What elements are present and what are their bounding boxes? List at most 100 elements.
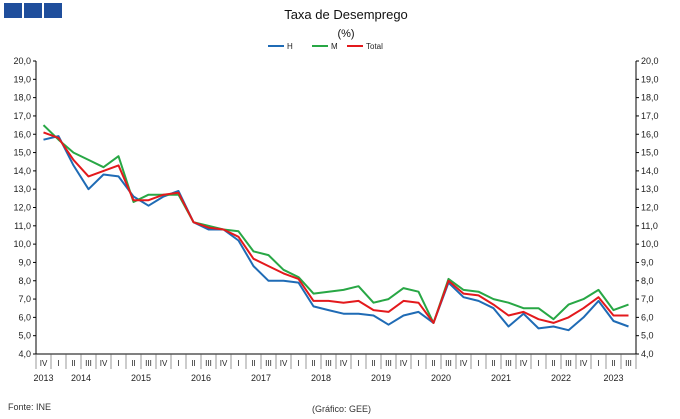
quarter-label: I <box>177 359 179 368</box>
brand-logo-block <box>24 3 42 18</box>
y-tick-label-right: 20,0 <box>641 56 659 66</box>
year-label: 2019 <box>371 373 391 383</box>
y-tick-label-left: 18,0 <box>13 93 31 103</box>
quarter-label: I <box>117 359 119 368</box>
quarter-label: II <box>131 359 135 368</box>
quarter-label: I <box>297 359 299 368</box>
y-tick-label-left: 20,0 <box>13 56 31 66</box>
quarter-label: II <box>251 359 255 368</box>
y-tick-label-left: 16,0 <box>13 129 31 139</box>
brand-logo-block <box>44 3 62 18</box>
quarter-label: III <box>205 359 212 368</box>
quarter-label: IV <box>520 359 528 368</box>
quarter-label: III <box>625 359 632 368</box>
quarter-label: III <box>445 359 452 368</box>
quarter-label: III <box>325 359 332 368</box>
y-tick-label-left: 10,0 <box>13 239 31 249</box>
y-tick-label-left: 6,0 <box>18 312 31 322</box>
y-tick-label-left: 14,0 <box>13 166 31 176</box>
year-label: 2023 <box>603 373 623 383</box>
y-tick-label-right: 4,0 <box>641 349 654 359</box>
quarter-label: I <box>237 359 239 368</box>
year-label: 2021 <box>491 373 511 383</box>
y-tick-label-right: 10,0 <box>641 239 659 249</box>
y-tick-label-left: 11,0 <box>14 221 31 231</box>
quarter-label: II <box>371 359 375 368</box>
quarter-label: IV <box>280 359 288 368</box>
y-tick-label-left: 5,0 <box>18 331 31 341</box>
year-label: 2017 <box>251 373 271 383</box>
quarter-label: II <box>431 359 435 368</box>
chart-series <box>42 124 629 332</box>
series-line-total <box>43 131 629 324</box>
y-tick-label-right: 13,0 <box>641 184 659 194</box>
quarter-label: II <box>191 359 195 368</box>
quarter-label: IV <box>160 359 168 368</box>
quarter-label: III <box>385 359 392 368</box>
quarter-label: IV <box>220 359 228 368</box>
year-label: 2018 <box>311 373 331 383</box>
y-tick-label-left: 19,0 <box>13 74 31 84</box>
chart-subtitle: (%) <box>337 28 354 40</box>
chart-axes: 4,0 4,0 5,0 5,0 6,0 6,0 7,0 7,0 8,0 8,0 9,0 9,0 10,0… <box>13 56 658 359</box>
legend-label-total: Total <box>366 42 383 51</box>
year-label: 2014 <box>71 373 91 383</box>
y-tick-label-right: 8,0 <box>641 276 654 286</box>
year-label: 2022 <box>551 373 571 383</box>
quarter-label: I <box>537 359 539 368</box>
quarter-label: IV <box>100 359 108 368</box>
year-label: 2015 <box>131 373 151 383</box>
quarter-label: II <box>71 359 75 368</box>
chart-title: Taxa de Desemprego <box>284 7 408 22</box>
chart-credit: (Gráfico: GEE) <box>312 404 372 414</box>
quarter-label: IV <box>340 359 348 368</box>
quarter-label: III <box>565 359 572 368</box>
quarter-label: III <box>85 359 92 368</box>
quarter-label: I <box>597 359 599 368</box>
quarter-label: I <box>57 359 59 368</box>
y-tick-label-left: 8,0 <box>18 276 31 286</box>
quarter-label: I <box>477 359 479 368</box>
y-tick-label-left: 13,0 <box>13 184 31 194</box>
y-tick-label-right: 15,0 <box>641 148 659 158</box>
y-tick-label-left: 7,0 <box>18 294 31 304</box>
y-tick-label-right: 6,0 <box>641 312 654 322</box>
y-tick-label-right: 12,0 <box>641 203 659 213</box>
y-tick-label-right: 9,0 <box>641 257 654 267</box>
source-note: Fonte: INE <box>8 402 52 412</box>
quarter-label: I <box>357 359 359 368</box>
y-tick-label-right: 11,0 <box>641 221 658 231</box>
y-tick-label-right: 18,0 <box>641 93 659 103</box>
y-tick-label-right: 5,0 <box>641 331 654 341</box>
y-tick-label-right: 19,0 <box>641 74 659 84</box>
quarter-label: III <box>505 359 512 368</box>
brand-logo-block <box>4 3 22 18</box>
quarter-label: II <box>551 359 555 368</box>
y-tick-label-left: 9,0 <box>18 257 31 267</box>
legend: H M Total <box>268 42 383 51</box>
legend-label-h: H <box>287 42 293 51</box>
x-axis-labels: IV I II III IV I II III IV I II III IV I II III IV I II III… <box>33 354 637 383</box>
y-tick-label-left: 12,0 <box>13 203 31 213</box>
quarter-label: IV <box>580 359 588 368</box>
series-line-m <box>42 124 629 324</box>
quarter-label: II <box>491 359 495 368</box>
year-label: 2020 <box>431 373 451 383</box>
y-tick-label-left: 17,0 <box>13 111 31 121</box>
y-tick-label-right: 17,0 <box>641 111 659 121</box>
quarter-label: IV <box>40 359 48 368</box>
quarter-label: II <box>611 359 615 368</box>
quarter-label: IV <box>400 359 408 368</box>
y-tick-label-right: 16,0 <box>641 129 659 139</box>
y-tick-label-left: 4,0 <box>18 349 31 359</box>
y-tick-label-left: 15,0 <box>13 148 31 158</box>
quarter-label: IV <box>460 359 468 368</box>
y-tick-label-right: 14,0 <box>641 166 659 176</box>
y-tick-label-right: 7,0 <box>641 294 654 304</box>
legend-label-m: M <box>331 42 338 51</box>
quarter-label: I <box>417 359 419 368</box>
quarter-label: III <box>265 359 272 368</box>
quarter-label: II <box>311 359 315 368</box>
year-label: 2016 <box>191 373 211 383</box>
